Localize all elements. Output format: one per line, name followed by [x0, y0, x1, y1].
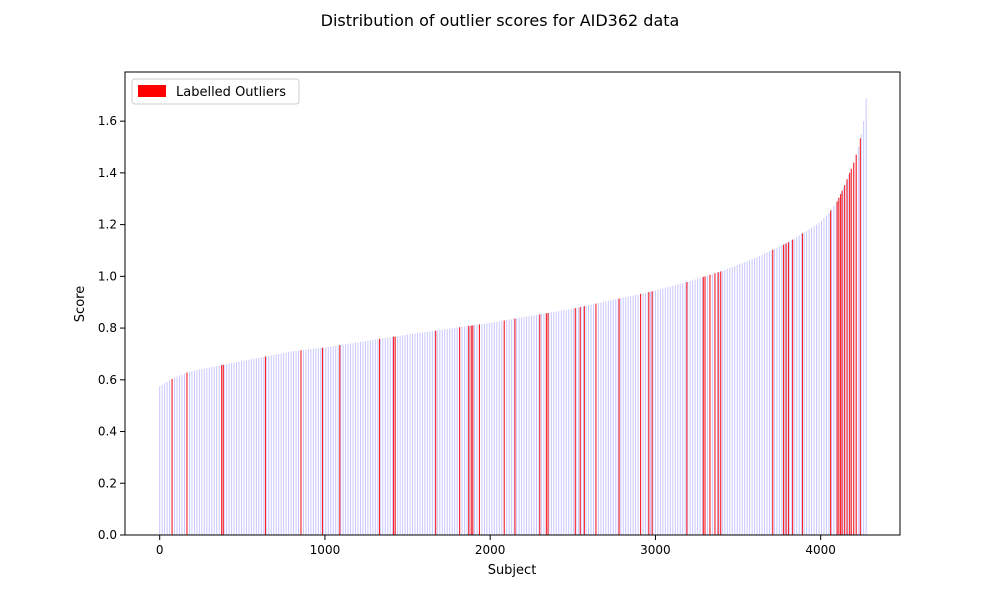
chart-title: Distribution of outlier scores for AID36… — [321, 11, 680, 30]
y-tick-label: 1.4 — [98, 166, 117, 180]
y-tick-label: 0.4 — [98, 425, 117, 439]
y-tick-label: 0.8 — [98, 321, 117, 335]
y-tick-label: 1.0 — [98, 269, 117, 283]
plot-frame — [124, 71, 901, 536]
legend-swatch-outliers — [138, 85, 166, 97]
y-axis-label: Score — [73, 286, 88, 322]
x-tick-label: 1000 — [310, 543, 341, 557]
y-axis: 0.0 0.2 0.4 0.6 0.8 1.0 1.2 1.4 1.6 — [98, 114, 125, 542]
x-tick-label: 2000 — [475, 543, 506, 557]
y-tick-label: 0.6 — [98, 373, 117, 387]
legend-box — [131, 78, 300, 105]
x-tick-label: 3000 — [640, 543, 671, 557]
x-axis-label: Subject — [488, 563, 537, 578]
x-axis: 0 1000 2000 3000 4000 — [156, 535, 836, 557]
y-tick-label: 1.2 — [98, 218, 117, 232]
bars-group — [159, 98, 867, 535]
legend-label-outliers: Labelled Outliers — [176, 85, 286, 100]
y-tick-label: 1.6 — [98, 114, 117, 128]
x-tick-label: 0 — [156, 543, 164, 557]
y-tick-label: 0.2 — [98, 476, 117, 490]
legend: Labelled Outliers — [131, 78, 300, 105]
y-tick-label: 0.0 — [98, 528, 117, 542]
x-tick-label: 4000 — [805, 543, 836, 557]
